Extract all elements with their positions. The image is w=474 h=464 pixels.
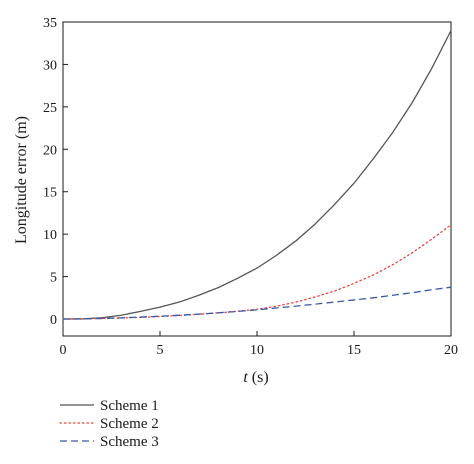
- legend-label-scheme-1: Scheme 1: [100, 398, 159, 414]
- y-tick-label: 5: [50, 271, 57, 286]
- y-tick-label: 35: [43, 16, 57, 31]
- series-line-scheme-1: [62, 30, 452, 320]
- y-tick-label: 15: [43, 186, 57, 201]
- x-tick-label: 15: [347, 343, 361, 358]
- plot-frame: [62, 21, 452, 337]
- legend: Scheme 1 Scheme 2 Scheme 3: [59, 398, 159, 450]
- series-line-scheme-2: [62, 224, 452, 320]
- y-tick-label: 25: [43, 101, 57, 116]
- legend-label-scheme-2: Scheme 2: [100, 416, 159, 432]
- x-axis-label: t (s): [243, 369, 268, 386]
- x-axis-unit: (s): [248, 369, 269, 386]
- x-tick-label: 5: [157, 343, 164, 358]
- y-axis-label: Longitude error (m): [13, 116, 30, 244]
- y-tick-label: 0: [50, 313, 57, 328]
- legend-label-scheme-3: Scheme 3: [100, 434, 159, 450]
- series-line-scheme-3: [62, 286, 452, 320]
- axes: 0 5 10 15 20 0 5 10 15 20 25 30 35: [43, 16, 458, 358]
- x-tick-label: 10: [250, 343, 264, 358]
- y-tick-label: 10: [43, 228, 57, 243]
- x-axis-variable: t: [243, 369, 248, 386]
- y-tick-label: 30: [43, 58, 57, 73]
- x-tick-label: 20: [444, 343, 458, 358]
- x-tick-label: 0: [60, 343, 67, 358]
- series-layer: [62, 30, 452, 320]
- y-tick-label: 20: [43, 143, 57, 158]
